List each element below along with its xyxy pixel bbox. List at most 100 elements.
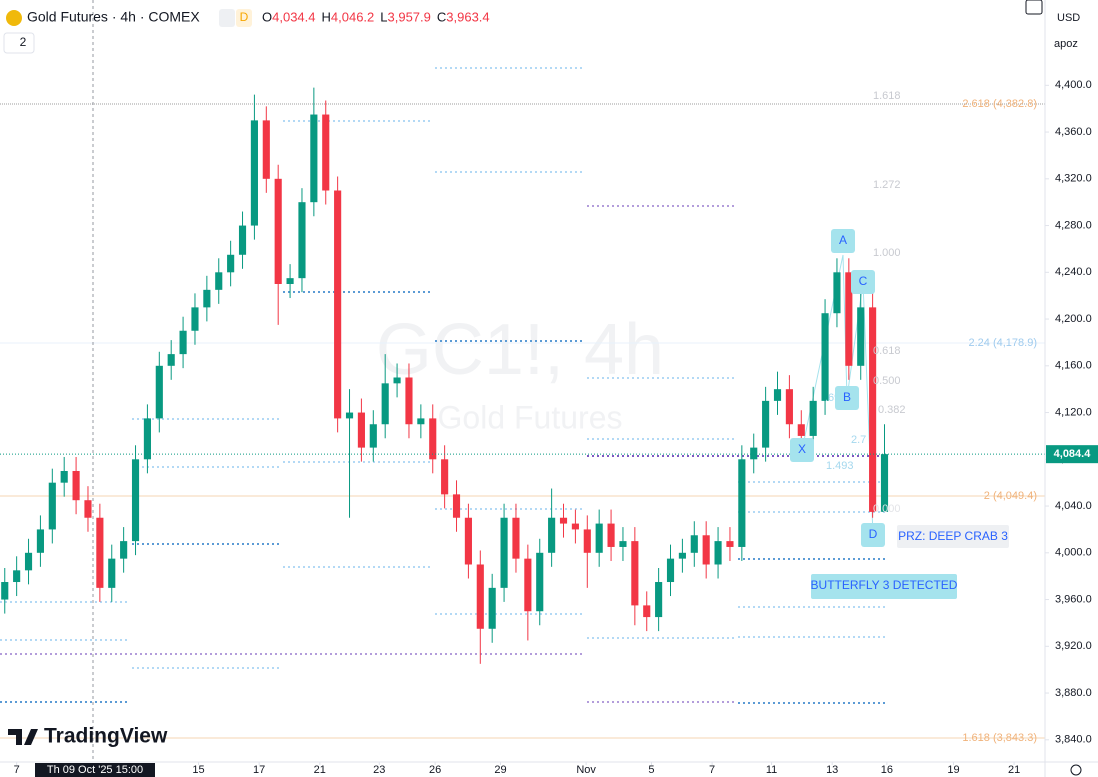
- candle-body: [476, 564, 484, 629]
- y-tick-label: 4,320.0: [1055, 173, 1092, 185]
- candle-body: [345, 412, 354, 419]
- candle-body: [714, 541, 722, 565]
- candle-body: [785, 389, 793, 425]
- x-tick-label: Nov: [576, 764, 596, 776]
- point-label: X: [798, 442, 806, 456]
- candle-body: [607, 523, 615, 547]
- x-tick-label: 29: [494, 764, 506, 776]
- point-box: [831, 229, 855, 253]
- brand-name: TradingView: [44, 725, 168, 748]
- candle-body: [96, 517, 104, 588]
- header: Gold Futures · 4h · COMEX D O 4,034.4 H 4,0…: [3, 0, 1082, 776]
- candle-body: [84, 500, 92, 518]
- candle-body: [833, 272, 841, 314]
- price-axis: 3,840.0 3,880.0 3,920.0 3,960.0 4,000.0 4,040…: [1045, 79, 1092, 746]
- candle-body: [191, 307, 199, 331]
- y-tick-label: 3,880.0: [1055, 687, 1092, 699]
- x-tick-label: 7: [14, 764, 20, 776]
- candle-body: [869, 307, 877, 512]
- candle-body: [429, 418, 437, 460]
- projection-label: 2.618 (4,382.8): [962, 98, 1037, 110]
- ohlc-value: 3,963.4: [446, 9, 489, 24]
- candle-body: [250, 120, 258, 226]
- x-tick-label: 16: [881, 764, 893, 776]
- y-tick-label: 3,920.0: [1055, 640, 1092, 652]
- candle-body: [643, 605, 651, 618]
- y-tick-label: 4,240.0: [1055, 266, 1092, 278]
- candle-body: [583, 529, 591, 553]
- projection-label: 2.24 (4,178.9): [969, 337, 1038, 349]
- x-tick-label: 5: [648, 764, 654, 776]
- fib-label: 0.000: [873, 503, 901, 515]
- candle-body: [417, 418, 425, 425]
- candle-body: [203, 289, 211, 308]
- prz-label: PRZ: DEEP CRAB 3: [898, 529, 1008, 543]
- candle-body: [48, 482, 56, 530]
- point-box: [851, 270, 875, 294]
- toggle-box[interactable]: [3, 32, 35, 54]
- x-tick-label: 21: [1008, 764, 1020, 776]
- y-tick-label: 4,040.0: [1055, 500, 1092, 512]
- ohlc: O 4,034.4 H 4,046.2 L 3,957.9 C 3,963.4: [262, 9, 490, 24]
- candle-body: [548, 517, 556, 553]
- settings-icon[interactable]: [1070, 764, 1082, 776]
- candle-body: [298, 202, 306, 279]
- add-button[interactable]: [1025, 0, 1043, 15]
- toggle-count[interactable]: 2: [20, 35, 27, 49]
- point-label: B: [843, 390, 851, 404]
- ohlc-value: 4,034.4: [272, 9, 315, 24]
- candle-body: [36, 529, 44, 553]
- fib-label: 1.618: [873, 90, 901, 102]
- y-tick-label: 4,120.0: [1055, 406, 1092, 418]
- detected-label: BUTTERFLY 3 DETECTED: [811, 578, 958, 592]
- fib-label: 0.500: [873, 375, 901, 387]
- candle-body: [452, 494, 461, 518]
- y-tick-label: 3,960.0: [1055, 593, 1092, 605]
- candle-body: [381, 383, 389, 425]
- last-price-box: [1046, 445, 1098, 464]
- ohlc-key: H: [322, 9, 331, 24]
- point-label: A: [839, 233, 847, 247]
- candle-body: [536, 552, 544, 612]
- badge-box[interactable]: [236, 9, 252, 27]
- candle-body: [464, 517, 472, 565]
- candle-body: [131, 459, 140, 542]
- candle-body: [857, 307, 865, 366]
- candle-body: [750, 447, 758, 460]
- fib-label: 1.272: [873, 179, 901, 191]
- candle-body: [227, 254, 235, 273]
- candle-body: [488, 587, 496, 629]
- fib-label: 0.618: [873, 345, 901, 357]
- projection-label: 1.618 (3,843.3): [962, 732, 1037, 744]
- point-label: D: [869, 527, 878, 541]
- watermark-symbol: GC1!, 4h: [376, 310, 664, 390]
- brand-logo: [8, 729, 38, 745]
- x-tick-label: 11: [766, 764, 777, 776]
- candle-body: [571, 523, 579, 530]
- candle-body: [524, 558, 532, 612]
- projection-label: 2 (4,049.4): [984, 490, 1037, 502]
- ratio-label: 2.7: [851, 434, 866, 446]
- candle-body: [678, 552, 686, 559]
- ohlc-value: 4,046.2: [331, 9, 374, 24]
- candle-body: [631, 541, 639, 606]
- time-axis: 7 15 17 21 23 26 29 Nov 5 7 11 13 16 19 21: [14, 762, 1020, 776]
- scale-mode[interactable]: apoz: [1054, 38, 1078, 50]
- y-tick-label: 4,200.0: [1055, 313, 1092, 325]
- badge[interactable]: D: [240, 10, 249, 24]
- fib-label: 1.000: [873, 247, 901, 259]
- candle-body: [797, 424, 805, 436]
- candle-body: [215, 272, 223, 290]
- y-tick-label: 4,280.0: [1055, 219, 1092, 231]
- ohlc-value: 3,957.9: [388, 9, 431, 24]
- candle-body: [286, 278, 294, 284]
- point-box: [861, 523, 885, 547]
- prz-box: [897, 525, 1009, 548]
- candle-body: [726, 541, 734, 547]
- candle-body: [310, 114, 318, 203]
- currency[interactable]: USD: [1057, 12, 1080, 24]
- candle-body: [143, 418, 151, 460]
